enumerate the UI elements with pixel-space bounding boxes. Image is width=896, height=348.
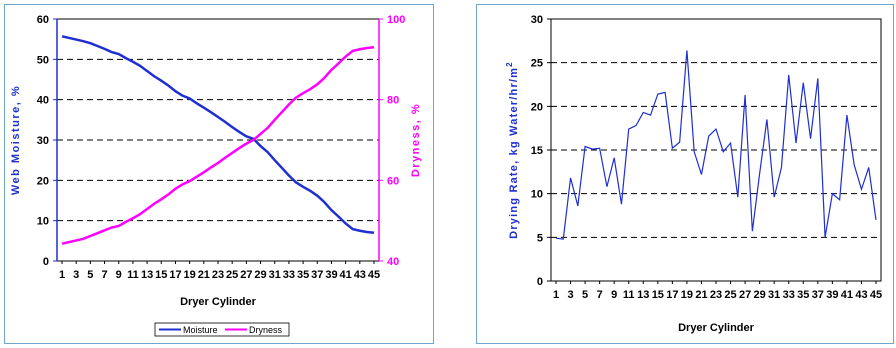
y-tick-label: 5 [537, 232, 543, 244]
y-tick-label: 15 [531, 145, 543, 157]
x-tick-label: 27 [240, 269, 252, 281]
x-tick-label: 23 [710, 289, 722, 301]
series-line-drying-rate [555, 50, 877, 240]
x-tick-label: 19 [184, 269, 196, 281]
x-tick-label: 27 [739, 289, 751, 301]
x-tick-label: 33 [283, 269, 295, 281]
x-tick-label: 15 [652, 289, 664, 301]
x-tick-label: 45 [870, 289, 882, 301]
x-tick-label: 45 [368, 269, 380, 281]
y-tick-label: 40 [37, 95, 49, 107]
x-axis-label: Dryer Cylinder [180, 296, 257, 308]
y-tick-label: 30 [37, 135, 49, 147]
x-tick-label: 7 [101, 269, 107, 281]
moisture-dryness-chart-panel: 0 10 20 30 40 50 60 40 60 80 100 1 3 5 7 9 11 13 15 17 19 21 2… [4, 4, 434, 344]
series-line-moisture [61, 35, 375, 235]
x-tick-label: 37 [311, 269, 323, 281]
x-axis-label: Dryer Cylinder [678, 322, 755, 334]
x-tick-label: 39 [826, 289, 838, 301]
x-tick-label: 23 [212, 269, 224, 281]
x-tick-label: 37 [812, 289, 824, 301]
x-tick-label: 1 [553, 289, 559, 301]
y-tick-label: 20 [37, 175, 49, 187]
x-tick-label: 31 [269, 269, 281, 281]
y-tick-label: 30 [531, 14, 543, 26]
x-tick-label: 17 [169, 269, 181, 281]
x-tick-label: 3 [567, 289, 573, 301]
legend-label-moisture: Moisture [183, 325, 218, 335]
x-tick-label: 29 [254, 269, 266, 281]
y-tick-label: 0 [43, 256, 49, 268]
x-tick-label: 11 [623, 289, 635, 301]
legend-label-dryness: Dryness [249, 325, 283, 335]
legend-box [154, 322, 290, 337]
x-tick-label: 35 [297, 269, 309, 281]
y-tick-label: 50 [37, 54, 49, 66]
x-tick-label: 43 [855, 289, 867, 301]
y-tick-label: 25 [531, 58, 543, 70]
x-tick-label: 21 [695, 289, 707, 301]
drying-rate-chart-panel: 0 5 10 15 20 25 30 1 3 5 7 9 11 13 15 17 19 21 23 25 27 29 31 3… [476, 4, 894, 344]
x-tick-label: 9 [611, 289, 617, 301]
x-tick-label: 39 [325, 269, 337, 281]
x-tick-label: 43 [354, 269, 366, 281]
x-tick-label: 17 [666, 289, 678, 301]
x-tick-label: 11 [127, 269, 139, 281]
y2-tick-label: 100 [387, 14, 405, 26]
y-tick-label: 0 [537, 276, 543, 288]
x-tick-label: 31 [768, 289, 780, 301]
x-tick-label: 7 [597, 289, 603, 301]
x-tick-label: 41 [841, 289, 853, 301]
x-tick-label: 19 [681, 289, 693, 301]
y-tick-label: 20 [531, 101, 543, 113]
y-axis-label: Drying Rate, kg Water/hr/m2 [505, 61, 520, 239]
y2-tick-label: 60 [387, 175, 399, 187]
x-tick-label: 3 [73, 269, 79, 281]
x-tick-label: 5 [87, 269, 93, 281]
x-tick-label: 1 [59, 269, 65, 281]
x-tick-label: 13 [141, 269, 153, 281]
x-tick-label: 15 [155, 269, 167, 281]
y-tick-label: 10 [37, 216, 49, 228]
y2-tick-label: 40 [387, 256, 399, 268]
series-line-dryness [61, 45, 375, 245]
y-axis-label-main: Drying Rate, kg Water/hr/m [508, 67, 520, 239]
x-tick-label: 25 [724, 289, 736, 301]
x-tick-label: 33 [783, 289, 795, 301]
x-tick-label: 29 [754, 289, 766, 301]
x-tick-label: 5 [582, 289, 588, 301]
y2-tick-label: 80 [387, 95, 399, 107]
y2-axis-label: Dryness, % [410, 103, 422, 177]
y-tick-label: 10 [531, 189, 543, 201]
x-tick-label: 13 [637, 289, 649, 301]
x-tick-label: 25 [226, 269, 238, 281]
y-tick-label: 60 [37, 14, 49, 26]
y-axis-label: Web Moisture, % [10, 85, 22, 195]
x-tick-label: 41 [340, 269, 352, 281]
x-tick-label: 9 [116, 269, 122, 281]
x-tick-label: 35 [797, 289, 809, 301]
x-tick-label: 21 [198, 269, 210, 281]
y-axis-label-superscript: 2 [505, 61, 514, 67]
